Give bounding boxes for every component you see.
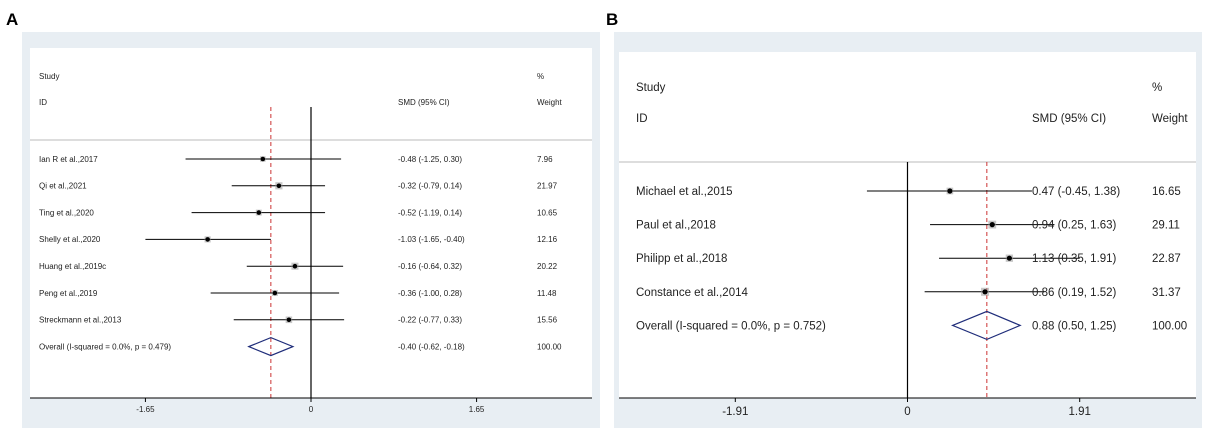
a-weight-text: 20.22 (537, 262, 558, 271)
a-point-estimate (260, 156, 266, 162)
b-x-tick-label: 0 (904, 406, 910, 418)
b-study-label: Philipp et al.,2018 (636, 253, 727, 265)
a-study-label: Shelly et al.,2020 (39, 235, 101, 244)
b-x-tick-label: 1.91 (1069, 406, 1091, 418)
b-point-estimate (982, 289, 988, 295)
panel-b-letter: B (606, 10, 619, 29)
a-point-estimate (272, 290, 278, 296)
b-header-percent: % (1152, 82, 1162, 94)
b-study-label: Paul et al.,2018 (636, 220, 716, 232)
a-study-label: Ian R et al.,2017 (39, 155, 98, 164)
a-x-tick-label: 1.65 (469, 405, 485, 414)
a-study-label: Peng et al.,2019 (39, 289, 98, 298)
b-overall-weight-text: 100.00 (1152, 320, 1187, 332)
b-weight-text: 31.37 (1152, 287, 1181, 299)
a-header-id: ID (39, 98, 47, 107)
a-overall-ci-text: -0.40 (-0.62, -0.18) (398, 342, 465, 351)
b-point-estimate (1006, 255, 1012, 261)
b-weight-text: 29.11 (1152, 220, 1180, 232)
a-study-label: Streckmann et al.,2013 (39, 316, 122, 325)
b-weight-text: 16.65 (1152, 186, 1181, 198)
a-weight-text: 7.96 (537, 155, 553, 164)
a-ci-text: -1.03 (-1.65, -0.40) (398, 235, 465, 244)
a-point-estimate (292, 263, 298, 269)
a-header-effect: SMD (95% CI) (398, 98, 450, 107)
a-weight-text: 15.56 (537, 316, 558, 325)
panel-a-letter: A (6, 10, 19, 29)
a-point-estimate (205, 237, 210, 242)
b-overall-diamond (950, 310, 1022, 341)
forest-plot-a: Study ID SMD (95% CI)% Weight -1.65 0 1.65 Ian … (22, 32, 600, 428)
a-weight-text: 12.16 (537, 235, 558, 244)
b-weight-text: 22.87 (1152, 253, 1181, 265)
b-point-estimate (947, 188, 953, 194)
a-ci-text: -0.32 (-0.79, 0.14) (398, 182, 462, 191)
a-header-percent: % (537, 72, 544, 81)
a-ci-text: -0.22 (-0.77, 0.33) (398, 316, 462, 325)
a-study-label: Huang et al.,2019c (39, 262, 106, 271)
a-ci-text: -0.36 (-1.00, 0.28) (398, 289, 462, 298)
b-ci-text: 1.13 (0.35, 1.91) (1032, 253, 1117, 265)
a-x-tick-label: -1.65 (136, 405, 155, 414)
a-overall-weight-text: 100.00 (537, 342, 562, 351)
a-overall-diamond (247, 336, 295, 357)
b-ci-text: 0.94 (0.25, 1.63) (1032, 220, 1117, 232)
b-x-tick-label: -1.91 (722, 406, 748, 418)
b-overall-label: Overall (I-squared = 0.0%, p = 0.752) (636, 320, 826, 332)
b-header-study: Study (636, 82, 666, 94)
a-x-tick-label: 0 (309, 405, 314, 414)
forest-plot-b: Study ID SMD (95% CI)% Weight -1.91 0 1.91 Mich… (614, 32, 1202, 428)
b-header-weight: Weight (1152, 113, 1188, 125)
b-study-label: Constance et al.,2014 (636, 287, 748, 299)
b-ci-text: 0.47 (-0.45, 1.38) (1032, 186, 1120, 198)
b-ci-text: 0.86 (0.19, 1.52) (1032, 287, 1117, 299)
a-header-study: Study (39, 72, 59, 81)
a-weight-text: 21.97 (537, 182, 558, 191)
b-point-estimate (989, 222, 995, 228)
a-point-estimate (256, 210, 262, 215)
a-point-estimate (286, 317, 292, 323)
b-header-effect: SMD (95% CI) (1032, 113, 1106, 125)
a-study-label: Ting et al.,2020 (39, 208, 94, 217)
a-weight-text: 10.65 (537, 208, 558, 217)
a-ci-text: -0.16 (-0.64, 0.32) (398, 262, 462, 271)
b-overall-ci-text: 0.88 (0.50, 1.25) (1032, 320, 1117, 332)
a-point-estimate (276, 183, 282, 189)
a-study-label: Qi et al.,2021 (39, 182, 87, 191)
a-ci-text: -0.48 (-1.25, 0.30) (398, 155, 462, 164)
a-weight-text: 11.48 (537, 289, 557, 298)
b-header-id: ID (636, 113, 648, 125)
b-study-label: Michael et al.,2015 (636, 186, 733, 198)
a-header-weight: Weight (537, 98, 563, 107)
a-ci-text: -0.52 (-1.19, 0.14) (398, 208, 462, 217)
a-overall-label: Overall (I-squared = 0.0%, p = 0.479) (39, 342, 171, 351)
